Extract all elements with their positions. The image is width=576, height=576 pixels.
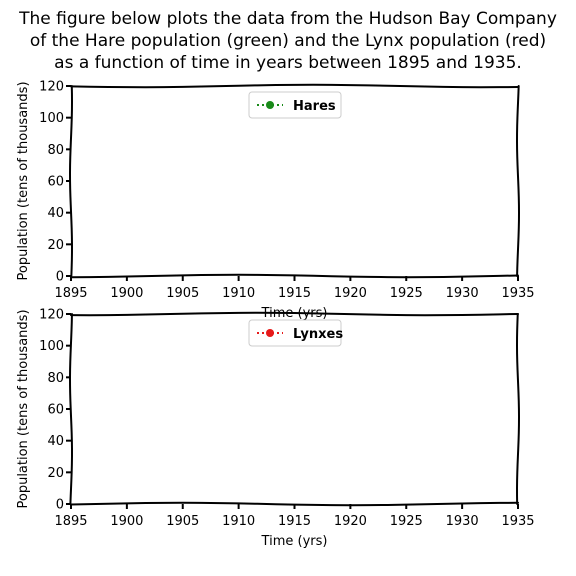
legend: Hares — [248, 91, 342, 119]
y-axis-label: Population (tens of thousands) — [16, 81, 31, 280]
figure-title: The figure below plots the data from the… — [0, 8, 576, 74]
x-tick-label: 1920 — [334, 286, 367, 301]
x-tick-label: 1930 — [446, 286, 479, 301]
y-tick-label: 20 — [47, 238, 64, 253]
y-tick-label: 100 — [39, 111, 64, 126]
x-tick-label: 1935 — [501, 514, 534, 529]
x-tick-label: 1925 — [390, 514, 423, 529]
top-spine — [70, 311, 519, 317]
x-tick-label: 1925 — [390, 286, 423, 301]
x-axis-label: Time (yrs) — [261, 534, 328, 549]
legend-box — [248, 91, 342, 119]
legend: Lynxes — [248, 319, 343, 347]
x-tick-label: 1895 — [54, 514, 87, 529]
legend-marker — [266, 101, 274, 109]
y-tick-label: 80 — [47, 371, 64, 386]
y-axis-label: Population (tens of thousands) — [16, 309, 31, 508]
legend-label: Hares — [293, 99, 336, 114]
y-tick-label: 120 — [39, 80, 64, 95]
y-tick-label: 0 — [56, 270, 64, 285]
legend-box — [248, 319, 342, 347]
y-tick-label: 80 — [47, 143, 64, 158]
x-tick-label: 1915 — [278, 286, 311, 301]
x-tick-label: 1915 — [278, 514, 311, 529]
x-tick-label: 1935 — [501, 286, 534, 301]
y-tick-label: 100 — [39, 339, 64, 354]
y-tick-label: 40 — [47, 206, 64, 221]
y-tick-label: 40 — [47, 434, 64, 449]
right-spine — [515, 313, 521, 505]
y-tick-label: 0 — [56, 498, 64, 513]
x-tick-label: 1895 — [54, 286, 87, 301]
bottom-spine — [70, 273, 519, 279]
x-tick-label: 1900 — [110, 286, 143, 301]
x-tick-label: 1905 — [166, 286, 199, 301]
title-line-3: as a function of time in years between 1… — [54, 53, 522, 73]
title-line-2: of the Hare population (green) and the L… — [29, 31, 547, 51]
x-tick-label: 1910 — [222, 286, 255, 301]
legend-label: Lynxes — [293, 327, 343, 342]
x-tick-label: 1920 — [334, 514, 367, 529]
x-tick-label: 1930 — [446, 514, 479, 529]
legend-marker — [266, 329, 274, 337]
chart-1: 1895 1900 1905 1910 1915 1920 1925 1930 1935 0 20 4… — [16, 80, 535, 322]
x-tick-label: 1900 — [110, 514, 143, 529]
right-spine — [515, 85, 521, 277]
y-tick-label: 20 — [47, 466, 64, 481]
x-tick-label: 1910 — [222, 514, 255, 529]
x-tick-label: 1905 — [166, 514, 199, 529]
title-line-1: The figure below plots the data from the… — [19, 9, 557, 29]
y-tick-label: 120 — [39, 308, 64, 323]
chart-2: 1895 1900 1905 1910 1915 1920 1925 1930 1935 0 20 4… — [16, 308, 535, 550]
y-tick-label: 60 — [47, 175, 64, 190]
y-tick-label: 60 — [47, 403, 64, 418]
top-spine — [70, 83, 519, 89]
